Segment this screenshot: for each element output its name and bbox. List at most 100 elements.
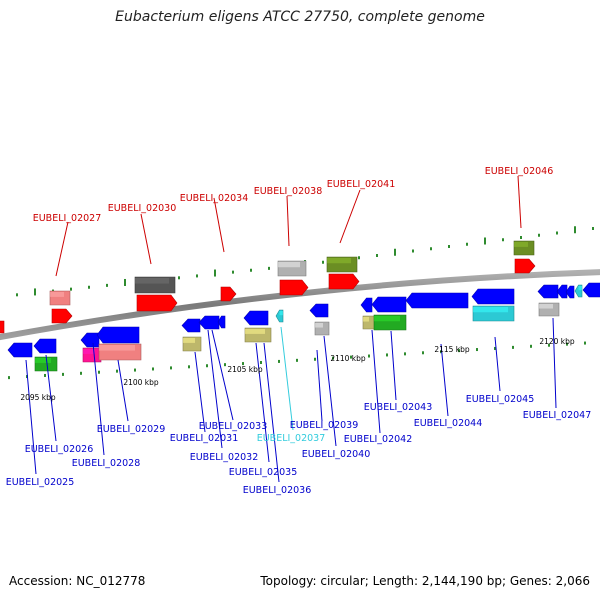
inner-tick — [8, 376, 10, 380]
gene-highlight — [329, 275, 353, 281]
gene-label[interactable]: EUBELI_02042 — [344, 434, 413, 445]
gene-highlight — [412, 294, 468, 300]
inner-tick — [314, 357, 316, 361]
gene-label[interactable]: EUBELI_02036 — [243, 485, 312, 496]
gene-label[interactable]: EUBELI_02032 — [190, 452, 259, 463]
gene-highlight — [473, 307, 508, 313]
outer-tick — [574, 226, 576, 234]
inner-tick — [566, 342, 568, 346]
inner-tick — [62, 372, 64, 376]
inner-tick — [530, 344, 532, 348]
gene-highlight — [99, 345, 135, 351]
outer-tick — [520, 236, 522, 239]
inner-tick — [584, 341, 586, 345]
gene-highlight — [183, 338, 195, 343]
leader-line — [263, 342, 280, 483]
gene-label[interactable]: EUBELI_02028 — [72, 458, 141, 469]
inner-tick-marks — [8, 341, 586, 380]
leader-line — [316, 349, 323, 422]
gene-label[interactable]: EUBELI_02027 — [33, 213, 102, 224]
scale-label: 2105 kbp — [227, 365, 263, 374]
gene-label[interactable]: EUBELI_02037 — [257, 433, 326, 444]
inner-tick — [188, 365, 190, 369]
gene-label[interactable]: EUBELI_02035 — [229, 467, 298, 478]
map-title: Eubacterium eligens ATCC 27750, complete… — [115, 9, 485, 25]
leader-line — [45, 354, 57, 442]
outer-tick — [502, 238, 504, 242]
leader-line — [207, 329, 223, 449]
gene-highlight — [515, 260, 529, 265]
gene-highlight — [83, 349, 95, 354]
gene-label[interactable]: EUBELI_02043 — [364, 402, 433, 413]
inner-tick — [206, 364, 208, 368]
gene-highlight — [245, 329, 265, 334]
gene-highlight — [278, 262, 300, 268]
gene-highlight — [137, 296, 171, 302]
inner-tick — [260, 361, 262, 364]
gene-highlight — [188, 320, 200, 325]
inner-tick — [512, 345, 514, 349]
gene-label[interactable]: EUBELI_02031 — [170, 433, 239, 444]
gene-highlight — [366, 299, 372, 304]
inner-tick — [98, 370, 100, 374]
gene-highlight — [315, 323, 323, 328]
gene-label[interactable]: EUBELI_02029 — [97, 424, 166, 435]
outer-tick — [268, 266, 270, 270]
gene-label[interactable]: EUBELI_02040 — [302, 449, 371, 460]
gene-label[interactable]: EUBELI_02034 — [180, 193, 249, 204]
inner-tick — [44, 373, 46, 377]
leader-line — [371, 329, 381, 434]
leader-line — [494, 336, 501, 392]
inner-tick — [422, 351, 424, 355]
outer-tick — [358, 256, 360, 260]
gene-label[interactable]: EUBELI_02041 — [327, 179, 396, 190]
gene-label[interactable]: EUBELI_02025 — [6, 477, 75, 488]
gene-highlight — [562, 286, 567, 291]
gene-label[interactable]: EUBELI_02039 — [290, 420, 359, 431]
gene-label[interactable]: EUBELI_02046 — [485, 166, 554, 177]
gene-label[interactable]: EUBELI_02045 — [466, 394, 535, 405]
inner-tick — [152, 367, 154, 371]
outer-tick — [448, 245, 450, 248]
outer-tick — [232, 270, 234, 274]
scale-label: 2120 kbp — [539, 337, 575, 346]
leader-line — [286, 195, 290, 247]
scale-label: 2115 kbp — [434, 345, 470, 354]
scale-label: 2095 kbp — [20, 393, 56, 402]
leader-line — [323, 335, 337, 447]
leader-line — [92, 342, 105, 456]
gene-highlight — [589, 284, 600, 289]
outer-tick — [430, 247, 432, 251]
outer-tick — [466, 242, 468, 246]
inner-tick — [404, 352, 406, 356]
gene-label[interactable]: EUBELI_02038 — [254, 186, 323, 197]
gene-highlight — [280, 281, 302, 287]
gene-highlight — [221, 288, 230, 293]
gene-highlight — [316, 305, 328, 310]
leader-line — [213, 197, 225, 253]
gene-highlight — [205, 317, 219, 322]
inner-tick — [368, 354, 370, 358]
gene-label[interactable]: EUBELI_02044 — [414, 418, 483, 429]
leader-line — [211, 329, 234, 421]
outer-tick — [556, 231, 558, 235]
gene-label[interactable]: EUBELI_02047 — [523, 410, 592, 421]
gene-highlight — [327, 258, 351, 264]
gene-label[interactable]: EUBELI_02033 — [199, 421, 268, 432]
inner-tick — [440, 350, 442, 354]
inner-tick — [80, 371, 82, 375]
outer-tick — [394, 248, 396, 256]
label-leader-lines — [25, 175, 557, 483]
gene-highlight — [103, 328, 139, 334]
gene-highlight — [378, 298, 406, 304]
gene-label[interactable]: EUBELI_02026 — [25, 444, 94, 455]
gene-label[interactable]: EUBELI_02030 — [108, 203, 177, 214]
outer-tick — [412, 249, 414, 253]
leader-line — [339, 189, 361, 244]
gene-highlight — [135, 278, 169, 284]
leader-line — [280, 326, 294, 431]
outer-tick — [376, 254, 378, 257]
gene-arrow — [0, 320, 5, 334]
